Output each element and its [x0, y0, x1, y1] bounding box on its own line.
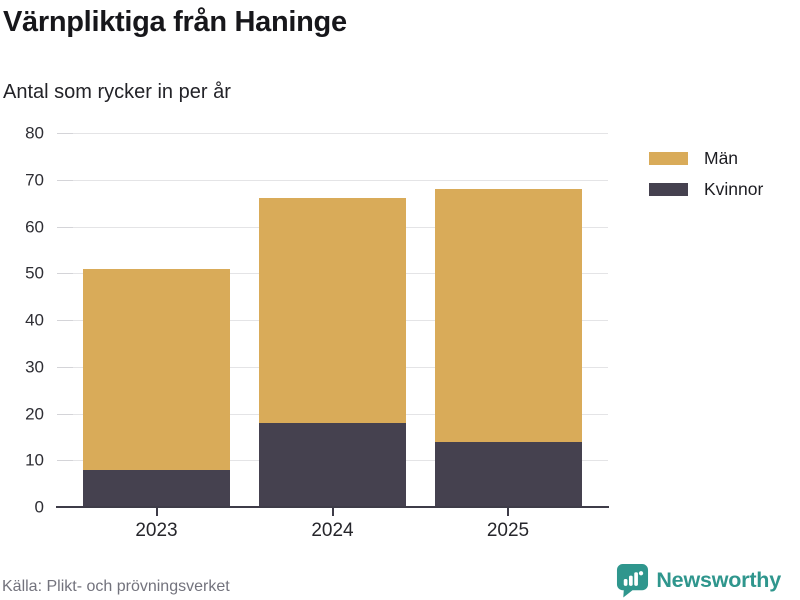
- y-axis-label-20: 20: [25, 404, 44, 423]
- x-axis-label-2023: 2023: [135, 520, 178, 541]
- legend-item-män: Män: [649, 148, 763, 168]
- chart-subtitle: Antal som rycker in per år: [3, 81, 231, 103]
- x-axis-tick-2024: [331, 508, 334, 517]
- y-axis-label-50: 50: [25, 263, 44, 283]
- bar-2023-kvinnor-segment: [83, 469, 230, 507]
- x-axis-line: [56, 505, 609, 509]
- gridline-70: [57, 179, 608, 181]
- newsworthy-icon: [617, 564, 649, 598]
- bar-2025-kvinnor-segment: [434, 441, 582, 507]
- x-axis-label-2024: 2024: [311, 520, 354, 541]
- y-axis-label-30: 30: [25, 357, 44, 377]
- y-axis-label-80: 80: [25, 123, 44, 143]
- legend-swatch-kvinnor: [649, 182, 688, 196]
- y-axis-label-0: 0: [34, 497, 44, 517]
- x-axis-tick-2025: [507, 508, 509, 517]
- y-axis-tick-50: [57, 273, 73, 275]
- y-axis-label-40: 40: [25, 310, 44, 330]
- bar-2025-män-segment: [434, 189, 582, 442]
- bar-2024-kvinnor-segment: [259, 422, 406, 507]
- x-axis-label-2025: 2025: [486, 520, 530, 541]
- y-axis-tick-70: [57, 179, 73, 181]
- y-axis-label-60: 60: [25, 217, 44, 236]
- y-axis-tick-20: [57, 413, 73, 415]
- y-axis-tick-60: [57, 226, 73, 228]
- newsworthy-wordmark: Newsworthy: [656, 568, 781, 592]
- y-axis-tick-10: [57, 460, 73, 462]
- y-axis-tick-80: [57, 133, 73, 134]
- y-axis-tick-40: [57, 320, 73, 321]
- newsworthy-logo: Newsworthy: [616, 563, 781, 598]
- gridline-80: [57, 133, 608, 134]
- legend: Män Kvinnor: [649, 148, 764, 211]
- legend-label-män: Män: [704, 148, 739, 168]
- bar-2024-män-segment: [259, 198, 406, 423]
- chart-title: Värnpliktiga från Haninge: [3, 6, 347, 38]
- legend-item-kvinnor: Kvinnor: [649, 178, 764, 199]
- y-axis-tick-30: [57, 366, 73, 368]
- x-axis-tick-2023: [155, 508, 158, 517]
- y-axis-label-70: 70: [25, 170, 44, 190]
- source-note: Källa: Plikt- och prövningsverket: [2, 578, 230, 595]
- bar-2023-män-segment: [83, 268, 230, 470]
- legend-swatch-män: [649, 152, 688, 166]
- y-axis-label-10: 10: [25, 450, 44, 470]
- legend-label-kvinnor: Kvinnor: [704, 178, 764, 199]
